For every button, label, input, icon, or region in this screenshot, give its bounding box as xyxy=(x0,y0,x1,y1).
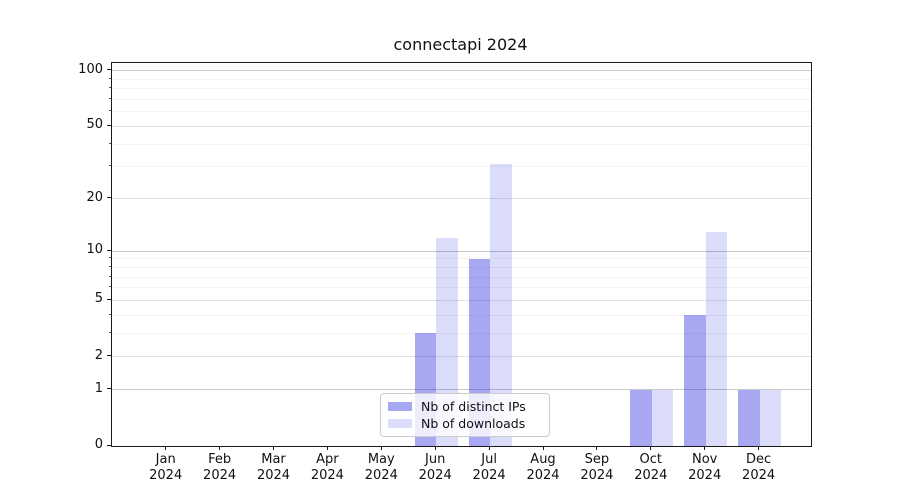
y-tick-label: 1 xyxy=(94,380,103,396)
legend-item-distinct-ips: Nb of distinct IPs xyxy=(388,399,541,414)
y-tick-mark-minor xyxy=(109,331,111,333)
y-tick-mark-minor xyxy=(109,275,111,277)
x-tick-label: Apr 2024 xyxy=(310,452,344,483)
y-tick-label: 10 xyxy=(86,242,103,258)
bar-downloads xyxy=(651,389,674,446)
y-tick-mark xyxy=(107,298,111,300)
bar-downloads xyxy=(759,389,782,446)
x-tick-mark xyxy=(650,446,652,450)
y-tick-mark-minor xyxy=(109,98,111,100)
x-tick-label: Mar 2024 xyxy=(256,452,291,483)
y-gridline xyxy=(112,198,811,200)
y-tick-mark xyxy=(107,124,111,126)
y-tick-mark-minor xyxy=(109,257,111,259)
x-tick-label: Aug 2024 xyxy=(526,452,560,483)
y-tick-mark xyxy=(107,355,111,357)
y-tick-mark-minor xyxy=(109,77,111,79)
y-gridline-minor xyxy=(112,99,811,101)
legend-swatch-downloads-icon xyxy=(388,419,412,428)
x-tick-mark xyxy=(758,446,760,450)
x-tick-mark xyxy=(380,446,382,450)
x-tick-mark xyxy=(273,446,274,450)
y-tick-mark-minor xyxy=(109,313,111,315)
x-tick-label: Jul 2024 xyxy=(472,452,506,483)
y-gridline-minor xyxy=(112,266,811,268)
bar-downloads xyxy=(490,164,512,446)
y-tick-mark xyxy=(107,444,111,446)
y-gridline-minor xyxy=(112,332,811,334)
x-tick-label: Sep 2024 xyxy=(580,452,614,483)
x-tick-mark xyxy=(165,446,167,450)
bar-distinct-ips xyxy=(684,315,706,446)
bar-distinct-ips xyxy=(630,389,652,446)
y-gridline xyxy=(112,125,811,127)
y-tick-mark-minor xyxy=(109,110,111,112)
y-gridline-minor xyxy=(112,143,811,145)
legend: Nb of distinct IPs Nb of downloads xyxy=(380,393,550,437)
y-gridline-minor xyxy=(112,258,811,260)
x-tick-mark xyxy=(326,446,328,450)
x-tick-mark xyxy=(219,446,221,450)
y-gridline-minor xyxy=(112,88,811,90)
y-tick-label: 0 xyxy=(94,437,103,452)
y-tick-mark-minor xyxy=(109,265,111,267)
bars-layer xyxy=(112,63,811,446)
x-tick-label: Oct 2024 xyxy=(634,452,668,483)
y-tick-mark xyxy=(107,197,111,199)
y-gridline-minor xyxy=(112,314,811,316)
chart-title: connectapi 2024 xyxy=(393,35,528,54)
y-tick-mark-minor xyxy=(109,286,111,288)
bar-downloads xyxy=(705,231,728,446)
y-gridline xyxy=(112,299,811,301)
y-tick-mark-minor xyxy=(109,87,111,89)
x-tick-label: Feb 2024 xyxy=(203,452,237,483)
y-tick-label: 100 xyxy=(78,61,103,77)
y-tick-label: 5 xyxy=(94,291,103,307)
y-tick-mark xyxy=(107,249,111,251)
legend-swatch-distinct-ips-icon xyxy=(388,402,412,411)
y-gridline-minor xyxy=(112,166,811,168)
plot-area: Nb of distinct IPs Nb of downloads xyxy=(111,62,812,447)
y-gridline-minor xyxy=(112,287,811,289)
x-tick-label: Jan 2024 xyxy=(149,452,183,483)
legend-label-downloads: Nb of downloads xyxy=(421,416,526,431)
y-tick-mark-minor xyxy=(109,165,111,167)
y-gridline xyxy=(112,70,811,72)
x-tick-label: Nov 2024 xyxy=(688,452,722,483)
x-tick-label: May 2024 xyxy=(364,452,398,483)
y-gridline-minor xyxy=(112,78,811,80)
x-tick-mark xyxy=(434,446,436,450)
y-tick-label: 2 xyxy=(94,347,103,363)
x-tick-mark xyxy=(488,446,490,450)
y-tick-label: 20 xyxy=(86,189,103,205)
y-tick-mark-minor xyxy=(109,142,111,144)
x-tick-label: Dec 2024 xyxy=(742,452,776,483)
x-axis: Jan 2024 Feb 2024 Mar 2024 Apr 2024 May 2024… xyxy=(111,446,810,496)
y-tick-mark xyxy=(107,69,111,71)
y-gridline xyxy=(112,356,811,358)
y-gridline xyxy=(112,250,811,252)
bar-distinct-ips xyxy=(738,389,760,446)
grid-layer xyxy=(112,63,811,446)
y-tick-mark xyxy=(107,388,111,390)
x-tick-mark xyxy=(542,446,544,450)
legend-label-distinct-ips: Nb of distinct IPs xyxy=(421,399,526,414)
y-gridline xyxy=(112,389,811,391)
y-gridline-minor xyxy=(112,276,811,278)
y-tick-label: 50 xyxy=(86,117,103,133)
x-tick-label: Jun 2024 xyxy=(418,452,452,483)
x-tick-mark xyxy=(704,446,706,450)
legend-item-downloads: Nb of downloads xyxy=(388,416,541,431)
y-gridline-minor xyxy=(112,111,811,113)
y-axis: 0 1 2 5 10 20 50 100 xyxy=(0,61,111,452)
x-tick-mark xyxy=(596,446,598,450)
